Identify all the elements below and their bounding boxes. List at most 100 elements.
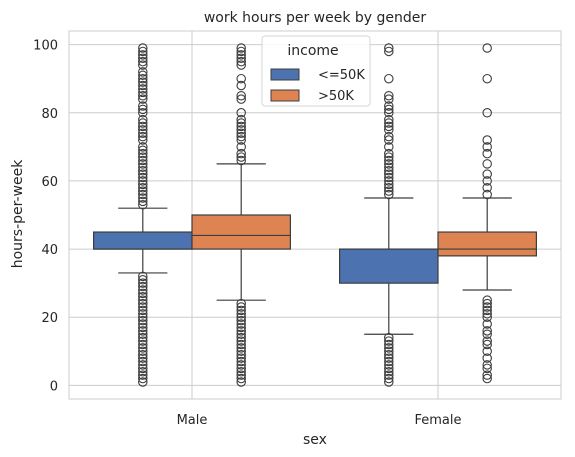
outlier-point (138, 43, 148, 53)
outlier-point (482, 329, 492, 340)
outlier-point (138, 162, 148, 173)
outlier-point (482, 295, 492, 305)
outlier-point (384, 377, 394, 387)
outlier-point (236, 302, 246, 312)
outlier-point (236, 60, 246, 70)
x-tick-label: Male (177, 413, 208, 428)
outlier-point (384, 366, 394, 377)
outlier-point (384, 108, 394, 118)
plot-frame (68, 30, 562, 400)
outlier-point (138, 363, 148, 374)
outlier-point (236, 155, 246, 166)
outlier-point (384, 343, 394, 353)
outlier-point (138, 360, 148, 370)
outlier-point (138, 128, 148, 138)
outlier-point (482, 176, 492, 186)
outlier-point (236, 373, 246, 384)
box-body (191, 214, 292, 250)
outlier-point (138, 343, 148, 353)
outlier-point (384, 336, 394, 346)
outlier-point (138, 145, 148, 156)
outlier-point (236, 46, 246, 57)
outlier-point (236, 142, 246, 152)
legend-label: <=50K (318, 68, 365, 83)
outlier-point (384, 169, 394, 179)
outlier-point (138, 319, 148, 329)
outlier-point (482, 339, 492, 350)
outlier-point (384, 176, 394, 186)
outlier-point (138, 53, 148, 64)
outlier-point (384, 73, 394, 84)
outlier-point (384, 101, 394, 111)
outlier-point (384, 179, 394, 190)
outlier-point (138, 94, 148, 104)
outlier-point (236, 319, 246, 329)
outlier-point (236, 360, 246, 370)
outlier-point (236, 114, 246, 125)
legend-frame (261, 35, 371, 107)
outlier-point (236, 128, 246, 138)
outlier-point (138, 84, 148, 94)
outlier-point (138, 315, 148, 326)
outlier-point (138, 87, 148, 98)
outlier-point (138, 46, 148, 57)
outlier-point (236, 353, 246, 363)
outlier-point (138, 179, 148, 190)
outlier-point (236, 363, 246, 374)
outlier-point (138, 329, 148, 340)
outlier-point (138, 125, 148, 135)
box-body (437, 231, 538, 257)
outlier-point (236, 152, 246, 162)
outlier-point (384, 104, 394, 115)
outlier-point (384, 118, 394, 128)
outlier-point (236, 326, 246, 336)
outlier-point (236, 94, 246, 104)
outlier-point (138, 356, 148, 367)
outlier-point (482, 370, 492, 380)
outlier-point (236, 80, 246, 91)
outlier-point (138, 56, 148, 67)
outlier-point (482, 363, 492, 374)
outlier-point (138, 309, 148, 319)
outlier-point (482, 336, 492, 346)
outlier-point (138, 60, 148, 70)
outlier-point (384, 46, 394, 57)
outlier-point (236, 298, 246, 309)
outlier-point (384, 148, 394, 159)
outlier-point (138, 305, 148, 316)
outlier-point (236, 366, 246, 377)
outlier-point (482, 43, 492, 53)
outlier-point (138, 101, 148, 111)
outlier-point (138, 108, 148, 118)
outlier-point (384, 186, 394, 196)
outlier-point (482, 373, 492, 384)
outlier-point (384, 172, 394, 183)
outlier-point (138, 292, 148, 302)
outlier-point (236, 305, 246, 316)
outlier-point (236, 336, 246, 346)
outlier-point (138, 135, 148, 145)
box-body (339, 248, 439, 284)
y-tick-label: 80 (41, 107, 58, 122)
outlier-point (384, 349, 394, 360)
outlier-point (236, 148, 246, 159)
outlier-point (384, 165, 394, 176)
legend-swatch (270, 68, 300, 81)
outlier-point (138, 70, 148, 81)
outlier-point (384, 370, 394, 380)
outlier-point (384, 182, 394, 193)
outlier-point (384, 159, 394, 169)
outlier-point (138, 312, 148, 322)
outlier-point (138, 271, 148, 282)
outlier-point (138, 366, 148, 377)
outlier-point (482, 169, 492, 179)
legend-title: income (287, 43, 338, 59)
legend: income <=50K >50K (261, 35, 371, 107)
box-body (92, 231, 193, 250)
outlier-point (482, 346, 492, 357)
outlier-point (236, 131, 246, 142)
outlier-point (138, 288, 148, 299)
outlier-point (384, 152, 394, 162)
outlier-point (384, 373, 394, 384)
outlier-point (384, 121, 394, 132)
